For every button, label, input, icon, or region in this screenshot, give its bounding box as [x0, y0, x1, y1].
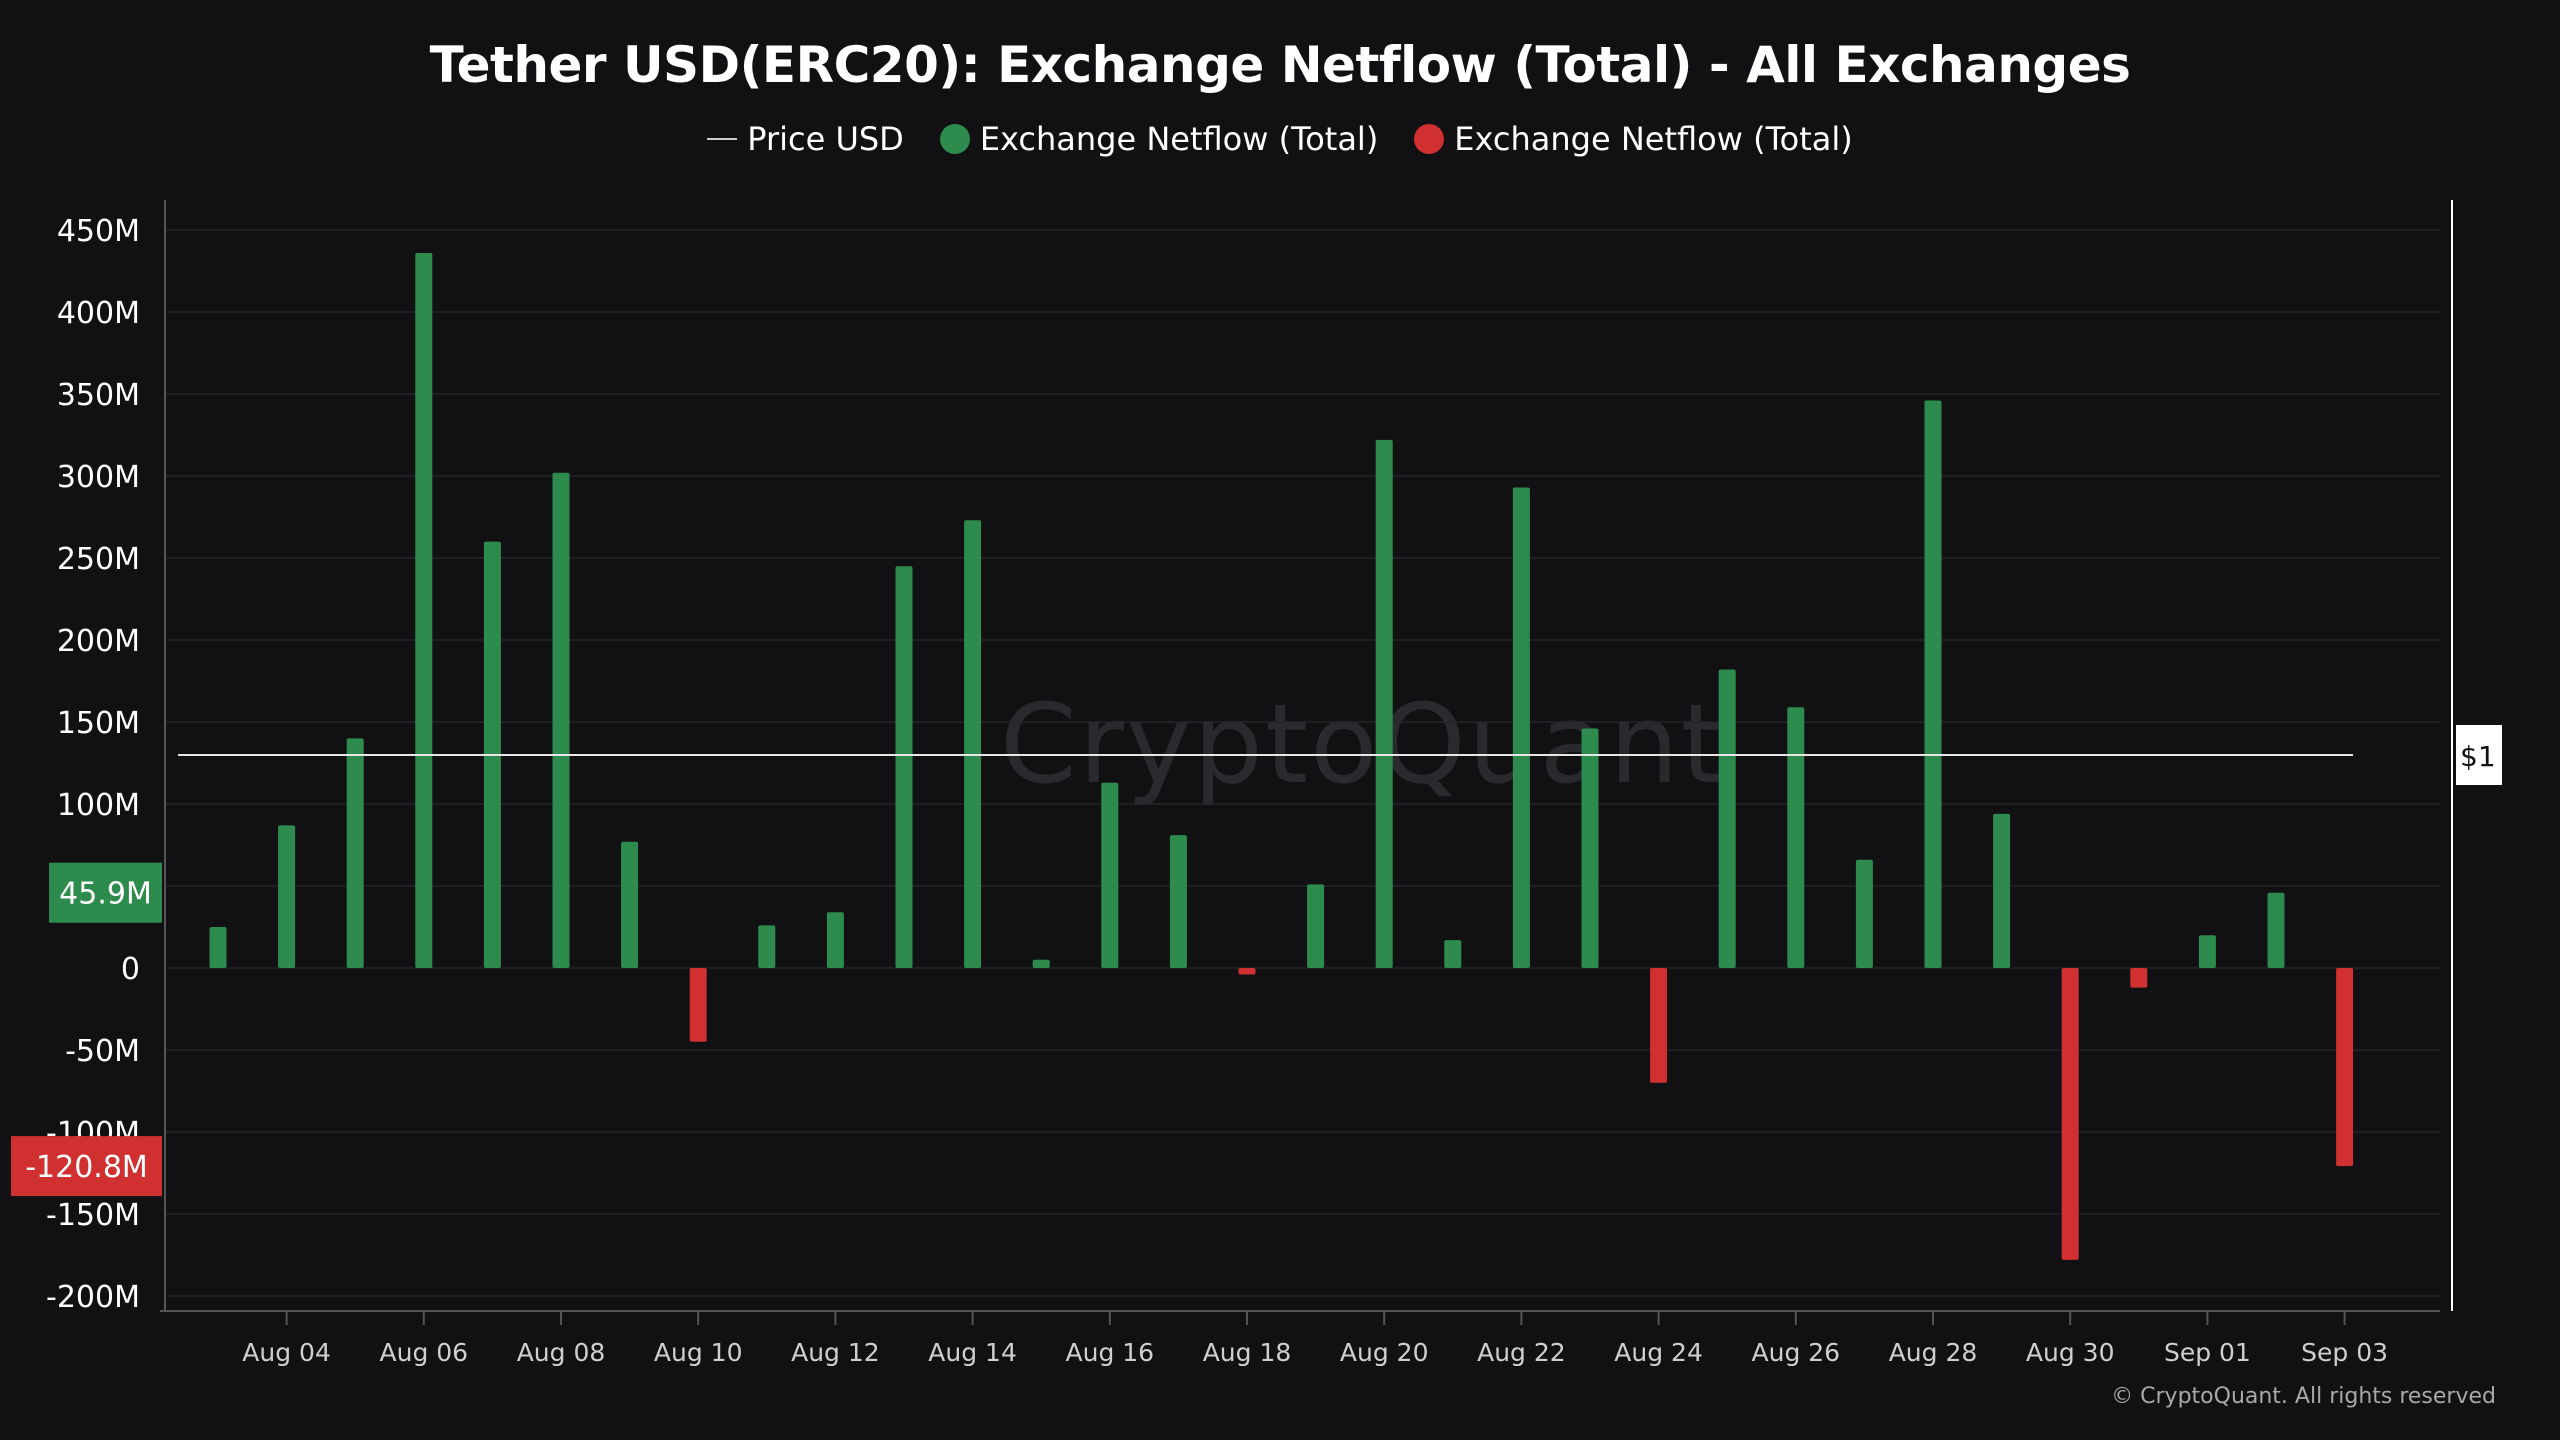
legend-label-price: Price USD — [747, 120, 904, 158]
bar-positive — [552, 472, 570, 968]
y-tick-label: 350M — [57, 378, 140, 413]
bar-positive — [1512, 487, 1530, 968]
legend-line-icon — [707, 138, 738, 140]
bar-positive — [826, 912, 844, 968]
bar-positive — [415, 252, 433, 968]
bar-positive — [1924, 400, 1942, 968]
y-tick-label: 450M — [57, 214, 140, 249]
bar-positive — [895, 566, 913, 968]
y-tick-label: -50M — [65, 1034, 140, 1069]
bar-positive — [1169, 835, 1187, 968]
bar-negative — [2061, 968, 2079, 1260]
x-tick-label: Aug 04 — [242, 1338, 331, 1367]
last-value-badge-label: 45.9M — [59, 877, 152, 912]
y-tick-label: 100M — [57, 788, 140, 823]
x-tick-label: Aug 24 — [1614, 1338, 1703, 1367]
y-tick-label: -200M — [46, 1280, 140, 1315]
last-value-badge — [11, 1136, 162, 1197]
bar-positive — [621, 841, 639, 968]
bar-negative — [2336, 968, 2354, 1167]
legend-item-price[interactable]: Price USD — [707, 120, 904, 158]
y-tick-label: -150M — [46, 1198, 140, 1233]
bar-positive — [1032, 959, 1050, 968]
bar-negative — [1238, 968, 1256, 975]
price-badge-label: $1 — [2460, 740, 2496, 773]
legend: Price USD Exchange Netflow (Total) Excha… — [0, 120, 2560, 158]
bar-positive — [1787, 707, 1805, 968]
x-tick-label: Aug 28 — [1889, 1338, 1978, 1367]
x-tick-label: Aug 08 — [517, 1338, 606, 1367]
bar-positive — [1444, 940, 1462, 968]
y-tick-label: 150M — [57, 706, 140, 741]
legend-item-netflow-positive[interactable]: Exchange Netflow (Total) — [939, 120, 1379, 158]
bar-positive — [1718, 669, 1736, 968]
bar-positive — [1581, 728, 1599, 968]
y-tick-label: 200M — [57, 624, 140, 659]
bar-positive — [209, 927, 227, 968]
chart-title: Tether USD(ERC20): Exchange Netflow (Tot… — [429, 36, 2131, 94]
bar-positive — [1101, 782, 1119, 968]
x-tick-label: Aug 12 — [791, 1338, 880, 1367]
x-tick-label: Aug 10 — [654, 1338, 743, 1367]
bar-positive — [1307, 884, 1325, 968]
bar-negative — [2130, 968, 2148, 988]
last-value-badge-label: -120.8M — [25, 1150, 148, 1185]
y-tick-label: 300M — [57, 460, 140, 495]
x-tick-label: Aug 06 — [380, 1338, 469, 1367]
bar-negative — [1650, 968, 1668, 1083]
y-tick-label: 0 — [121, 952, 140, 987]
legend-item-netflow-negative[interactable]: Exchange Netflow (Total) — [1414, 120, 1853, 158]
x-tick-label: Aug 26 — [1752, 1338, 1841, 1367]
x-tick-label: Aug 30 — [2026, 1338, 2115, 1367]
x-tick-label: Aug 22 — [1477, 1338, 1566, 1367]
x-tick-label: Sep 03 — [2301, 1338, 2388, 1367]
x-tick-label: Aug 14 — [928, 1338, 1017, 1367]
bar-positive — [964, 520, 982, 968]
x-tick-label: Sep 01 — [2164, 1338, 2251, 1367]
bar-positive — [758, 925, 776, 968]
y-tick-label: 250M — [57, 542, 140, 577]
bar-positive — [2267, 892, 2285, 968]
bar-positive — [346, 738, 364, 968]
bar-positive — [1375, 439, 1393, 968]
legend-label-netflow-negative: Exchange Netflow (Total) — [1454, 120, 1853, 158]
green-dot-icon — [939, 124, 970, 154]
bar-positive — [278, 825, 296, 968]
x-tick-label: Aug 18 — [1203, 1338, 1292, 1367]
y-tick-label: 400M — [57, 296, 140, 331]
price-badge-box — [2456, 725, 2502, 785]
legend-label-netflow-positive: Exchange Netflow (Total) — [979, 120, 1379, 158]
x-tick-label: Aug 20 — [1340, 1338, 1429, 1367]
bar-positive — [2198, 935, 2216, 968]
bar-positive — [1855, 859, 1873, 968]
bar-positive — [1993, 813, 2011, 968]
copyright-text: © CryptoQuant. All rights reserved — [2111, 1384, 2496, 1409]
x-tick-label: Aug 16 — [1066, 1338, 1155, 1367]
last-value-badge — [49, 862, 162, 923]
red-dot-icon — [1414, 124, 1445, 154]
bar-negative — [689, 968, 707, 1042]
